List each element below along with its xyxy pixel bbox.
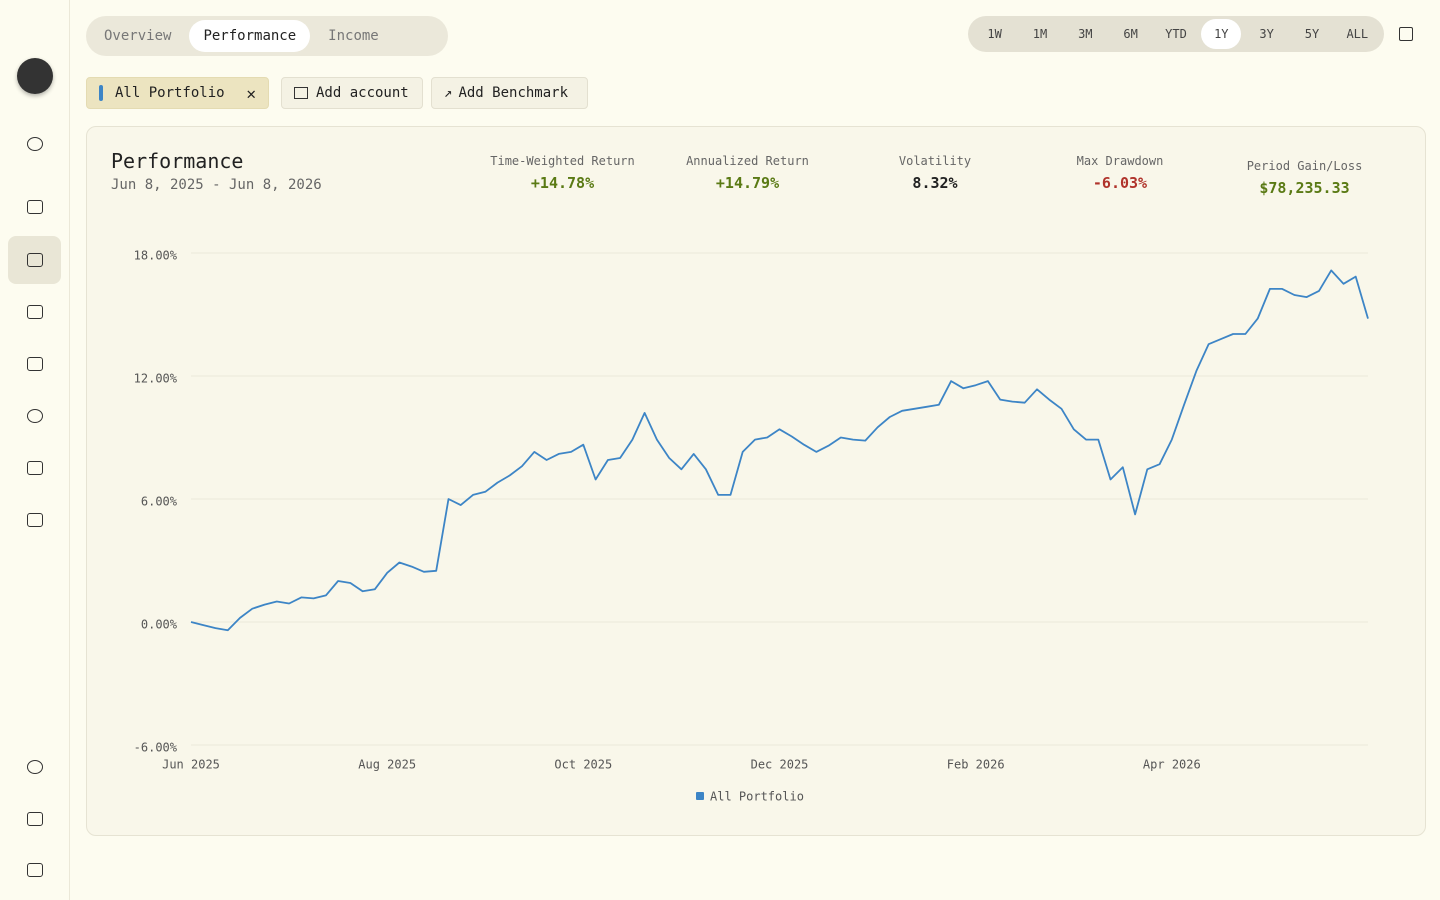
metric: Max Drawdown -6.03%: [1060, 154, 1180, 192]
insights-icon[interactable]: [8, 444, 61, 492]
tab[interactable]: Income: [328, 28, 379, 44]
dashboard-icon[interactable]: [8, 183, 61, 231]
metric-label: Annualized Return: [686, 154, 809, 168]
y-tick-label: 12.00%: [134, 372, 178, 386]
metric: Period Gain/Loss $78,235.33: [1232, 159, 1377, 197]
metric-label: Max Drawdown: [1076, 154, 1164, 168]
x-tick-label: Oct 2025: [554, 758, 612, 772]
y-tick-label: 6.00%: [141, 495, 178, 509]
portfolio-chip[interactable]: All Portfolio ✕: [86, 77, 269, 109]
calendar-icon[interactable]: [1399, 27, 1413, 41]
holdings-icon[interactable]: [8, 496, 61, 544]
y-tick-label: 0.00%: [141, 618, 178, 632]
add-benchmark-button[interactable]: ↗ Add Benchmark: [431, 77, 588, 109]
view-tabs: Overview Performance Income: [86, 16, 448, 56]
range-selector: 1W 1M 3M 6M YTD 1Y 3Y 5Y ALL: [968, 16, 1384, 52]
line-series: [190, 269, 1369, 632]
y-tick-label: -6.00%: [134, 741, 178, 755]
legend-label: All Portfolio: [710, 790, 804, 804]
range-button[interactable]: 5Y: [1304, 27, 1320, 41]
x-tick-label: Jun 2025: [162, 758, 220, 772]
x-tick-label: Feb 2026: [947, 758, 1005, 772]
performance-card: [86, 126, 1426, 836]
metric-value: -6.03%: [1092, 174, 1148, 192]
legend-swatch: [696, 792, 704, 800]
metric: Annualized Return +14.79%: [670, 154, 825, 192]
chip-label: All Portfolio: [115, 85, 225, 101]
wallet-icon[interactable]: [8, 288, 61, 336]
metric-value: +14.79%: [715, 174, 780, 192]
range-button[interactable]: ALL: [1346, 27, 1369, 41]
metric-label: Period Gain/Loss: [1246, 159, 1363, 173]
range-button[interactable]: 1Y: [1201, 19, 1242, 49]
range-button[interactable]: 6M: [1123, 27, 1138, 41]
collapse-icon[interactable]: [8, 846, 61, 894]
x-tick-label: Dec 2025: [751, 758, 809, 772]
range-button[interactable]: YTD: [1165, 27, 1187, 41]
metric-value: 8.32%: [912, 174, 958, 192]
sidebar: [0, 0, 70, 900]
sync-icon[interactable]: [8, 795, 61, 843]
tab[interactable]: Overview: [104, 28, 172, 44]
tab[interactable]: Performance: [189, 20, 311, 52]
metric-label: Volatility: [898, 154, 972, 168]
add-account-button[interactable]: Add account: [281, 77, 423, 109]
goals-icon[interactable]: [8, 392, 61, 440]
activity-icon[interactable]: [8, 340, 61, 388]
date-range: Jun 8, 2025 - Jun 8, 2026: [111, 177, 322, 193]
range-button[interactable]: 3Y: [1259, 27, 1274, 41]
performance-icon[interactable]: [8, 236, 61, 284]
metric: Time-Weighted Return +14.78%: [480, 154, 645, 192]
logo[interactable]: [17, 58, 53, 94]
y-tick-label: 18.00%: [134, 249, 178, 263]
button-label: Add account: [316, 85, 409, 101]
x-tick-label: Apr 2026: [1143, 758, 1201, 772]
metric-value[interactable]: $78,235.33: [1259, 179, 1350, 197]
metric-label: Time-Weighted Return: [490, 154, 635, 168]
card-title: Performance: [111, 149, 244, 173]
metric-value: +14.78%: [530, 174, 595, 192]
range-button[interactable]: 1M: [1032, 27, 1048, 41]
search-icon[interactable]: [8, 120, 61, 168]
settings-icon[interactable]: [8, 743, 61, 791]
color-tag: [99, 85, 103, 101]
metric: Volatility 8.32%: [880, 154, 990, 192]
range-button[interactable]: 1W: [987, 27, 1002, 41]
x-tick-label: Aug 2025: [358, 758, 416, 772]
range-button[interactable]: 3M: [1078, 27, 1093, 41]
button-label: Add Benchmark: [458, 85, 569, 101]
remove-icon[interactable]: ✕: [246, 83, 256, 103]
